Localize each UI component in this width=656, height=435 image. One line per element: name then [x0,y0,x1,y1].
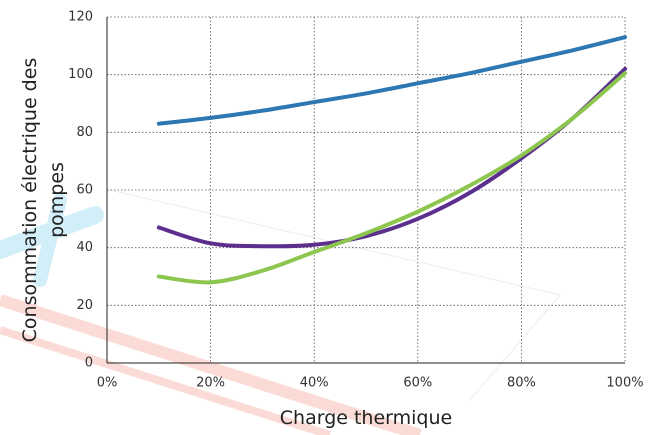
y-tick-label: 100 [68,67,93,82]
x-tick-label: 0% [97,376,118,391]
x-tick-label: 20% [196,376,225,391]
y-tick-label: 0 [85,356,93,371]
line-series [159,69,625,246]
x-tick-label: 100% [606,376,643,391]
chart: 0 20 40 60 80 100 120 0% 20% 40% 60% 80% 100% [0,0,656,435]
y-tick-label: 80 [76,125,93,140]
line-series [159,73,625,282]
y-axis-label: Consommation électrique des pompes [17,50,71,350]
x-tick-label: 60% [403,376,432,391]
page: {"chart_data": {"type": "line", "x_label… [0,0,656,435]
x-tick-label: 40% [300,376,329,391]
y-tick-label: 40 [76,240,93,255]
y-tick-label: 120 [68,10,93,25]
y-tick-label: 60 [76,183,93,198]
line-series [159,37,625,124]
y-tick-label: 20 [76,298,93,313]
x-tick-label: 80% [507,376,536,391]
x-axis-label: Charge thermique [280,407,452,429]
